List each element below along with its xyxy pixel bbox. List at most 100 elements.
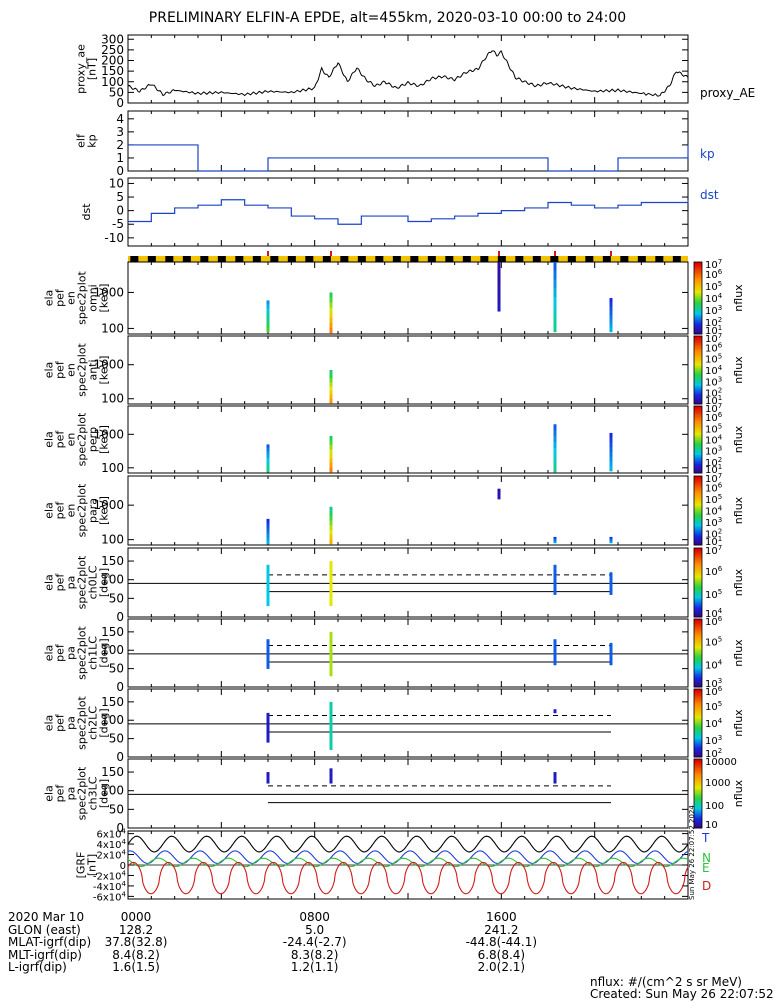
para-cbar-cell	[694, 496, 702, 500]
para-event-cell	[266, 522, 270, 526]
ch1LC-event-cell	[609, 662, 613, 666]
anti-cbar-label: 107	[705, 332, 722, 345]
ch3LC-cbar-cell	[694, 800, 702, 804]
omni-event-cell	[553, 270, 557, 280]
ch2LC-event-cell	[553, 711, 557, 712]
omni-cbar-cell	[694, 293, 702, 297]
omni-cbar-frame	[693, 261, 703, 335]
dst-ytick-label: -5	[112, 217, 124, 231]
para-ylabel: [keV]	[98, 496, 111, 525]
perp-cbar-cell	[694, 450, 702, 454]
ch1LC-cbar-cell	[694, 621, 702, 625]
science-zone-segment	[200, 256, 209, 262]
omni-cbar-cell	[694, 310, 702, 313]
para-cbar-cell	[694, 538, 702, 541]
ch1LC-cbar-title: nflux	[732, 639, 745, 667]
omni-event-cell	[609, 327, 613, 333]
anti-cbar-cell	[694, 381, 702, 385]
ch1LC-cbar-cell	[694, 639, 702, 643]
ch3LC-ylabel: pef	[54, 784, 67, 803]
para-event-cell	[609, 542, 613, 544]
perp-cbar-cell	[694, 408, 702, 411]
ch3LC-cbar-cell	[694, 777, 702, 781]
science-zone-segment	[165, 256, 174, 262]
ch3LC-cbar-cell	[694, 793, 702, 797]
science-zone-marker	[554, 251, 556, 256]
ch2LC-event-cell	[266, 716, 270, 721]
dst-line	[128, 199, 689, 225]
ch1LC-cbar-cell	[694, 619, 702, 622]
anti-cbar-cell	[694, 388, 702, 391]
para-event-cell	[329, 530, 333, 535]
omni-event-cell	[609, 302, 613, 307]
para-event-cell	[266, 540, 270, 545]
science-zone-segment	[620, 256, 629, 262]
science-zone-segment	[655, 256, 664, 262]
omni-event-cell	[553, 279, 557, 289]
ch2LC-cbar-label: 105	[705, 700, 722, 713]
omni-event-cell	[329, 322, 333, 329]
perp-event-cell	[553, 442, 557, 449]
anti-event-cell	[329, 378, 333, 383]
anti-event-cell	[329, 394, 333, 400]
perp-cbar-cell	[694, 423, 702, 427]
perp-cbar-cell	[694, 446, 702, 449]
ch0LC-cbar-label: 106	[705, 565, 723, 578]
perp-ylabel: ela	[43, 431, 56, 448]
anti-cbar-cell	[694, 390, 702, 394]
ch0LC-event-cell	[609, 589, 613, 593]
para-cbar-cell	[694, 528, 702, 532]
ch0LC-ytick-label: 100	[101, 573, 124, 587]
ch0LC-event-cell	[266, 595, 270, 601]
para-cbar-label: 104	[705, 505, 723, 518]
omni-cbar-cell	[694, 305, 702, 309]
ch3LC-cbar-cell	[694, 807, 702, 811]
perp-cbar-cell	[694, 452, 702, 456]
ch0LC-frame	[127, 547, 689, 618]
perp-ylabel: spec2plot	[76, 412, 89, 466]
ch2LC-ylabel: pef	[54, 713, 67, 732]
para-ytick-label: 100	[101, 533, 124, 547]
ch3LC-event-cell	[553, 773, 557, 776]
ch2LC-cbar-cell	[694, 716, 702, 719]
omni-cbar-cell	[694, 283, 702, 287]
anti-cbar-cell	[694, 347, 702, 351]
ch1LC-cbar-cell	[694, 671, 702, 674]
omni-event-cell	[266, 324, 270, 329]
ch0LC-ylabel: ela	[43, 574, 56, 591]
ch0LC-cbar-cell	[694, 587, 702, 590]
ch1LC-cbar-cell	[694, 677, 702, 681]
para-event-cell	[497, 491, 501, 493]
omni-ytick-label: 1000	[93, 285, 124, 299]
ch1LC-cbar-cell	[694, 632, 702, 636]
omni-event-cell	[266, 320, 270, 325]
perp-event-cell	[329, 440, 333, 446]
ch0LC-cbar-cell	[694, 610, 702, 613]
para-event-cell	[553, 542, 557, 544]
omni-event-cell	[497, 268, 501, 275]
ch0LC-event-cell	[329, 583, 333, 590]
perp-event-cell	[553, 436, 557, 443]
para-event-cell	[609, 539, 613, 542]
omni-event-cell	[329, 317, 333, 324]
ch0LC-cbar-cell	[694, 577, 702, 581]
ch0LC-event-cell	[329, 566, 333, 573]
ch1LC-event-cell	[329, 648, 333, 655]
omni-event-cell	[553, 323, 557, 333]
anti-cbar-cell	[694, 338, 702, 342]
omni-event-cell	[497, 274, 501, 281]
ch1LC-cbar-cell	[694, 673, 702, 677]
omni-event-cell	[553, 288, 557, 298]
ch0LC-cbar-cell	[694, 603, 702, 606]
anti-event-cell	[329, 382, 333, 387]
ch3LC-event-cell	[553, 777, 557, 780]
ch3LC-cbar-cell	[694, 816, 702, 820]
created-stamp: Created: Sun May 26 22:07:52 2024	[590, 987, 774, 1001]
omni-cbar-cell	[694, 264, 702, 268]
para-event-cell	[553, 540, 557, 542]
omni-event-cell	[329, 327, 333, 334]
ch3LC-cbar-cell	[694, 791, 702, 794]
grf-legend-N: N	[702, 851, 711, 865]
science-zone-segment	[287, 256, 296, 262]
ch1LC-event-cell	[553, 642, 557, 646]
